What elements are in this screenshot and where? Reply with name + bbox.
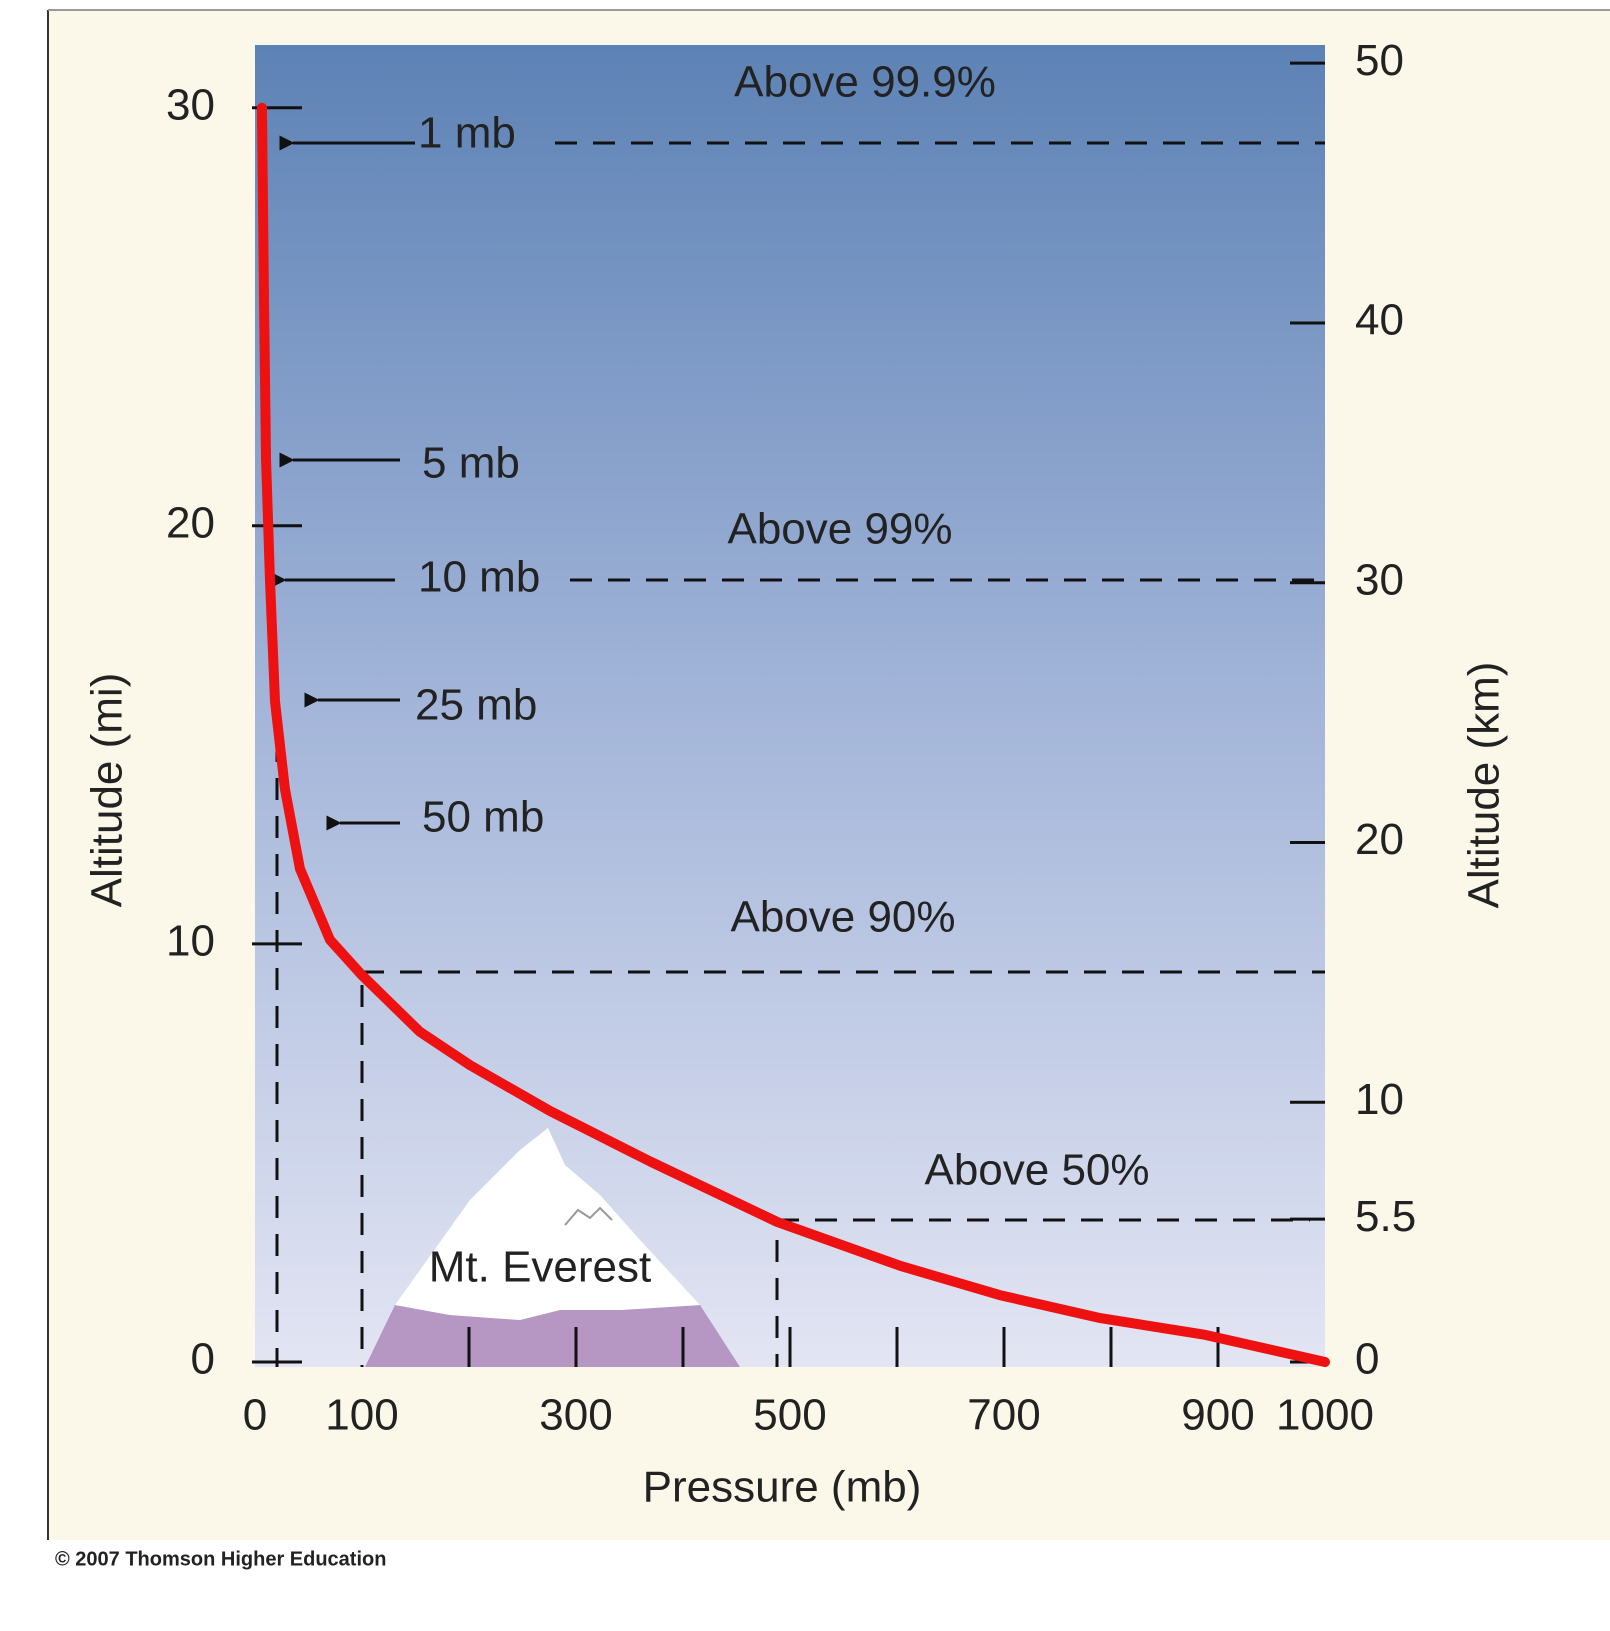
arrow-label: 1 mb: [418, 109, 516, 158]
mountain-base: [365, 1305, 740, 1367]
arrows: [271, 135, 415, 831]
x-axis-title: Pressure (mb): [643, 1463, 922, 1512]
x-tick-label: 700: [967, 1391, 1040, 1440]
arrow-label: 25 mb: [415, 681, 537, 730]
x-tick-label: 500: [753, 1391, 826, 1440]
x-tick-label: 900: [1181, 1391, 1254, 1440]
y2-tick-label: 50: [1355, 36, 1404, 85]
arrow-label: 5 mb: [422, 439, 520, 488]
y2-tick-label: 20: [1355, 815, 1404, 864]
mountain-detail: [564, 1206, 613, 1226]
region-label: Above 99%: [727, 505, 952, 554]
x-tick-label: 1000: [1276, 1391, 1374, 1440]
y-axis-title: Altitude (mi): [83, 673, 132, 908]
y2-tick-label: 0: [1355, 1335, 1379, 1384]
y-tick-label: 10: [166, 917, 215, 966]
region-label: Above 99.9%: [734, 58, 996, 107]
arrow-label: 50 mb: [422, 793, 544, 842]
footer: © 2007 Thomson Higher Education: [55, 1548, 386, 1570]
y2-tick-label: 30: [1355, 555, 1404, 604]
y2-axis-title: Altitude (km): [1460, 662, 1509, 909]
region-label: Above 50%: [924, 1146, 1149, 1195]
arrow-label: 10 mb: [418, 553, 540, 602]
y2-tick-label: 10: [1355, 1075, 1404, 1124]
x-tick-label: 300: [539, 1391, 612, 1440]
y-tick-label: 20: [166, 498, 215, 547]
mountain-snow: [395, 1128, 700, 1320]
guides: [275, 141, 1325, 1367]
x-tick-label: 100: [325, 1391, 398, 1440]
region-label: Above 90%: [730, 893, 955, 942]
y2-tick-label: 5.5: [1355, 1192, 1416, 1241]
y-tick-label: 0: [191, 1335, 215, 1384]
y2-tick-label: 40: [1355, 296, 1404, 345]
y-tick-label: 30: [166, 80, 215, 129]
plot-area: [255, 45, 1325, 1367]
pressure-curve: [256, 102, 1330, 1367]
x-tick-label: 0: [243, 1391, 267, 1440]
mountain-label: Mt. Everest: [429, 1243, 652, 1292]
